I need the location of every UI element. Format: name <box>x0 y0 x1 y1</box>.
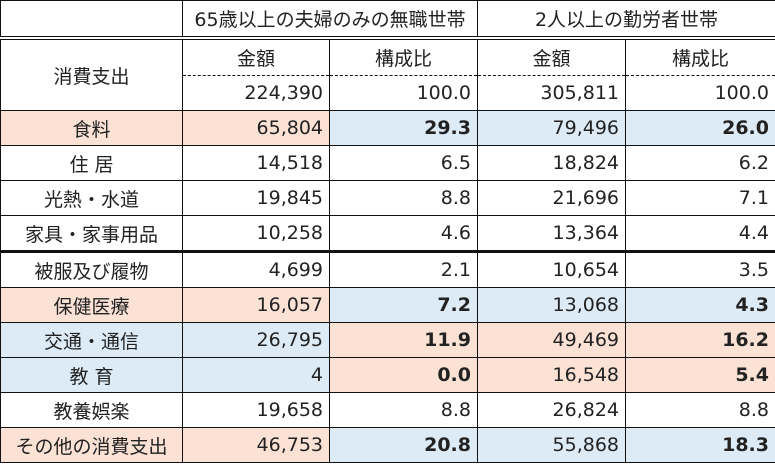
category-label: 被服及び履物 <box>0 250 183 288</box>
amount-2: 16,548 <box>477 357 626 393</box>
amount-1: 19,845 <box>182 180 330 216</box>
ratio-2: 26.0 <box>625 110 775 146</box>
table-row: 教 育 4 0.0 16,548 5.4 <box>0 357 775 393</box>
column-header-row: 消費支出 金額 構成比 金額 構成比 <box>0 37 775 111</box>
amount-1: 10,258 <box>182 215 330 252</box>
amount-1: 16,057 <box>182 287 330 323</box>
amount-2: 79,496 <box>477 110 626 146</box>
ratio-2: 5.4 <box>625 357 775 393</box>
table-row: 家具・家事用品 10,258 4.6 13,364 4.4 <box>0 215 775 252</box>
category-label: 食料 <box>0 110 183 146</box>
ratio-1: 20.8 <box>329 427 478 463</box>
ratio-1: 4.6 <box>329 215 478 252</box>
amount-2: 13,068 <box>477 287 626 323</box>
group-header-retired: 65歳以上の夫婦のみの無職世帯 <box>182 0 478 40</box>
amount-1: 4,699 <box>182 250 330 288</box>
table-row: 光熱・水道 19,845 8.8 21,696 7.1 <box>0 180 775 216</box>
amount-2: 49,469 <box>477 322 626 358</box>
category-label: 住 居 <box>0 145 183 181</box>
table-row: 被服及び履物 4,699 2.1 10,654 3.5 <box>0 250 775 288</box>
category-label: 家具・家事用品 <box>0 215 183 252</box>
ratio-1: 8.8 <box>329 180 478 216</box>
table-row: 住 居 14,518 6.5 18,824 6.2 <box>0 145 775 181</box>
ratio-2: 4.4 <box>625 215 775 252</box>
amount-1: 19,658 <box>182 392 330 428</box>
row-label-consumption: 消費支出 <box>0 37 183 111</box>
ratio-1: 7.2 <box>329 287 478 323</box>
amount-2: 26,824 <box>477 392 626 428</box>
col-header-amount-2: 金額 <box>477 37 626 76</box>
category-label: 教 育 <box>0 357 183 393</box>
ratio-1: 11.9 <box>329 322 478 358</box>
ratio-1: 0.0 <box>329 357 478 393</box>
ratio-2: 18.3 <box>625 427 775 463</box>
total-ratio-1: 100.0 <box>329 75 478 111</box>
group-header-workers: 2人以上の勤労者世帯 <box>477 0 775 40</box>
table-row: その他の消費支出 46,753 20.8 55,868 18.3 <box>0 427 775 463</box>
category-label: 交通・通信 <box>0 322 183 358</box>
amount-2: 10,654 <box>477 250 626 288</box>
amount-2: 21,696 <box>477 180 626 216</box>
category-label: その他の消費支出 <box>0 427 183 463</box>
table-row: 食料 65,804 29.3 79,496 26.0 <box>0 110 775 146</box>
total-ratio-2: 100.0 <box>625 75 775 111</box>
amount-1: 46,753 <box>182 427 330 463</box>
table-row: 保健医療 16,057 7.2 13,068 4.3 <box>0 287 775 323</box>
total-amount-1: 224,390 <box>182 75 330 111</box>
amount-1: 4 <box>182 357 330 393</box>
category-label: 保健医療 <box>0 287 183 323</box>
ratio-2: 16.2 <box>625 322 775 358</box>
amount-2: 18,824 <box>477 145 626 181</box>
ratio-1: 6.5 <box>329 145 478 181</box>
category-label: 教養娯楽 <box>0 392 183 428</box>
ratio-1: 2.1 <box>329 250 478 288</box>
table-row: 教養娯楽 19,658 8.8 26,824 8.8 <box>0 392 775 428</box>
amount-1: 26,795 <box>182 322 330 358</box>
amount-1: 14,518 <box>182 145 330 181</box>
category-label: 光熱・水道 <box>0 180 183 216</box>
ratio-1: 8.8 <box>329 392 478 428</box>
group-header-row: 65歳以上の夫婦のみの無職世帯 2人以上の勤労者世帯 <box>0 0 775 40</box>
total-amount-2: 305,811 <box>477 75 626 111</box>
col-header-ratio-2: 構成比 <box>625 37 775 76</box>
ratio-1: 29.3 <box>329 110 478 146</box>
ratio-2: 6.2 <box>625 145 775 181</box>
consumption-expenditure-table: 65歳以上の夫婦のみの無職世帯 2人以上の勤労者世帯 消費支出 金額 構成比 金… <box>0 0 775 463</box>
amount-2: 55,868 <box>477 427 626 463</box>
amount-1: 65,804 <box>182 110 330 146</box>
ratio-2: 8.8 <box>625 392 775 428</box>
col-header-ratio-1: 構成比 <box>329 37 478 76</box>
corner-cell <box>0 0 183 40</box>
total-row: 224,390 100.0 305,811 100.0 <box>1 75 775 111</box>
col-header-amount-1: 金額 <box>182 37 330 76</box>
ratio-2: 3.5 <box>625 250 775 288</box>
ratio-2: 4.3 <box>625 287 775 323</box>
table-row: 交通・通信 26,795 11.9 49,469 16.2 <box>0 322 775 358</box>
ratio-2: 7.1 <box>625 180 775 216</box>
amount-2: 13,364 <box>477 215 626 252</box>
